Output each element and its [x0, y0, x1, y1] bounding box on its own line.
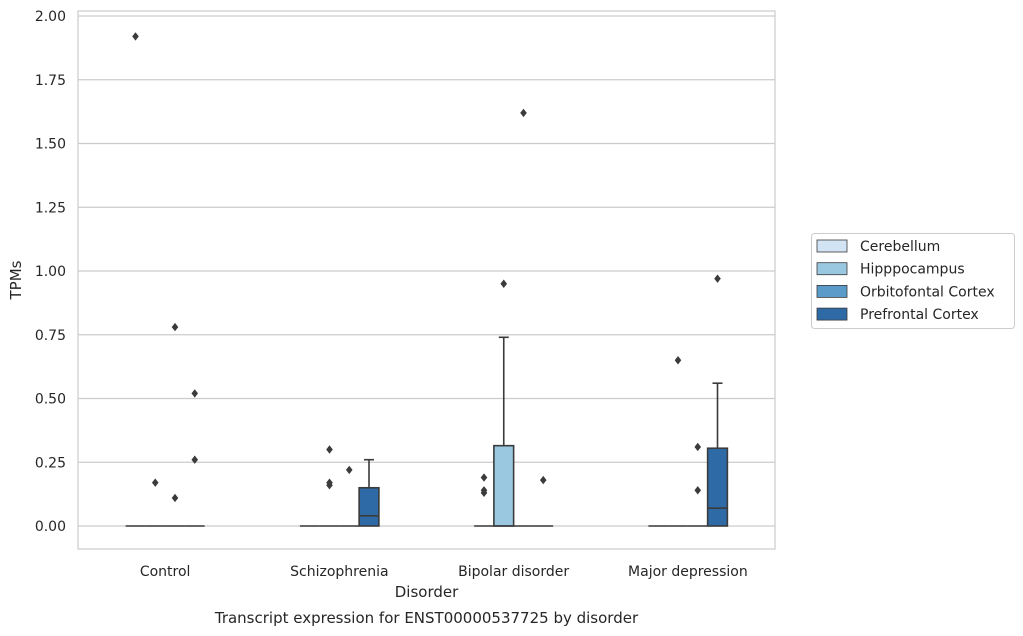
- y-tick-label: 2.00: [35, 9, 66, 25]
- x-tick-label: Bipolar disorder: [458, 564, 569, 580]
- box-0-2: [165, 322, 185, 527]
- x-tick-label: Schizophrenia: [290, 564, 388, 580]
- box-2-1: [493, 279, 515, 527]
- plot-frame: [77, 10, 776, 550]
- outlier-point: [345, 465, 353, 475]
- y-tick-labels: 0.00 0.25 0.50 0.75 1.00 1.25 1.50 1.75 2.00: [35, 9, 66, 535]
- outlier-point: [500, 279, 508, 288]
- outlier-point: [151, 478, 159, 487]
- box-0-0: [125, 32, 146, 527]
- x-axis-label: Disorder: [395, 583, 459, 601]
- outlier-point: [714, 274, 721, 283]
- x-tick-label: Major depression: [628, 564, 748, 580]
- outlier-point: [539, 475, 547, 485]
- legend-label: Orbitofontal Cortex: [860, 284, 995, 300]
- legend-frame: [811, 233, 1015, 329]
- box-1-2: [339, 465, 360, 527]
- y-tick-label: 1.75: [35, 73, 66, 89]
- legend-swatch: [816, 284, 848, 298]
- box-2-3: [533, 475, 554, 527]
- y-tick-label: 1.25: [35, 200, 66, 216]
- box-2-0: [474, 473, 494, 527]
- chart-title: Transcript expression for ENST0000053772…: [214, 609, 639, 627]
- outlier-point: [326, 445, 333, 454]
- gridlines: [78, 15, 775, 527]
- outlier-point: [191, 389, 199, 398]
- outlier-point: [171, 322, 179, 332]
- outlier-point: [480, 486, 488, 495]
- box-3-3: [706, 274, 729, 527]
- legend-swatch: [816, 239, 848, 253]
- box-1-1: [319, 445, 340, 527]
- outlier-point: [132, 32, 139, 41]
- box-0-3: [184, 389, 205, 527]
- box-1-3: [358, 458, 380, 527]
- outlier-point: [171, 493, 179, 503]
- outlier-point: [674, 356, 682, 365]
- box-0-1: [145, 478, 166, 527]
- outlier-point: [480, 473, 488, 482]
- y-axis-label: TPMs: [7, 260, 25, 300]
- x-tick-label: Control: [140, 564, 191, 580]
- y-tick-label: 0.50: [35, 392, 66, 408]
- y-tick-label: 0.00: [35, 519, 66, 535]
- box-3-2: [687, 442, 708, 527]
- box-body: [493, 444, 515, 527]
- outlier-point: [694, 486, 702, 495]
- legend: Cerebellum Hipppocampus Orbitofontal Corte…: [811, 233, 1015, 329]
- legend-label: Cerebellum: [860, 239, 940, 255]
- legend-label: Hipppocampus: [860, 262, 965, 278]
- box-body: [706, 447, 729, 527]
- x-tick-labels: Control Schizophrenia Bipolar disorder Majo…: [140, 564, 748, 580]
- y-tick-label: 0.25: [35, 455, 66, 471]
- outlier-point: [520, 108, 527, 118]
- legend-swatch: [816, 307, 848, 321]
- outlier-point: [191, 455, 199, 464]
- box-2-2: [513, 108, 534, 527]
- box-3-1: [668, 356, 688, 527]
- legend-swatch: [816, 262, 848, 276]
- legend-label: Prefrontal Cortex: [860, 307, 979, 323]
- y-tick-label: 1.50: [35, 137, 66, 153]
- y-tick-label: 1.00: [35, 264, 66, 280]
- boxes-layer: [125, 32, 729, 527]
- outlier-point: [694, 442, 702, 452]
- y-tick-label: 0.75: [35, 328, 66, 344]
- outlier-point: [326, 478, 333, 487]
- box-body: [358, 486, 380, 527]
